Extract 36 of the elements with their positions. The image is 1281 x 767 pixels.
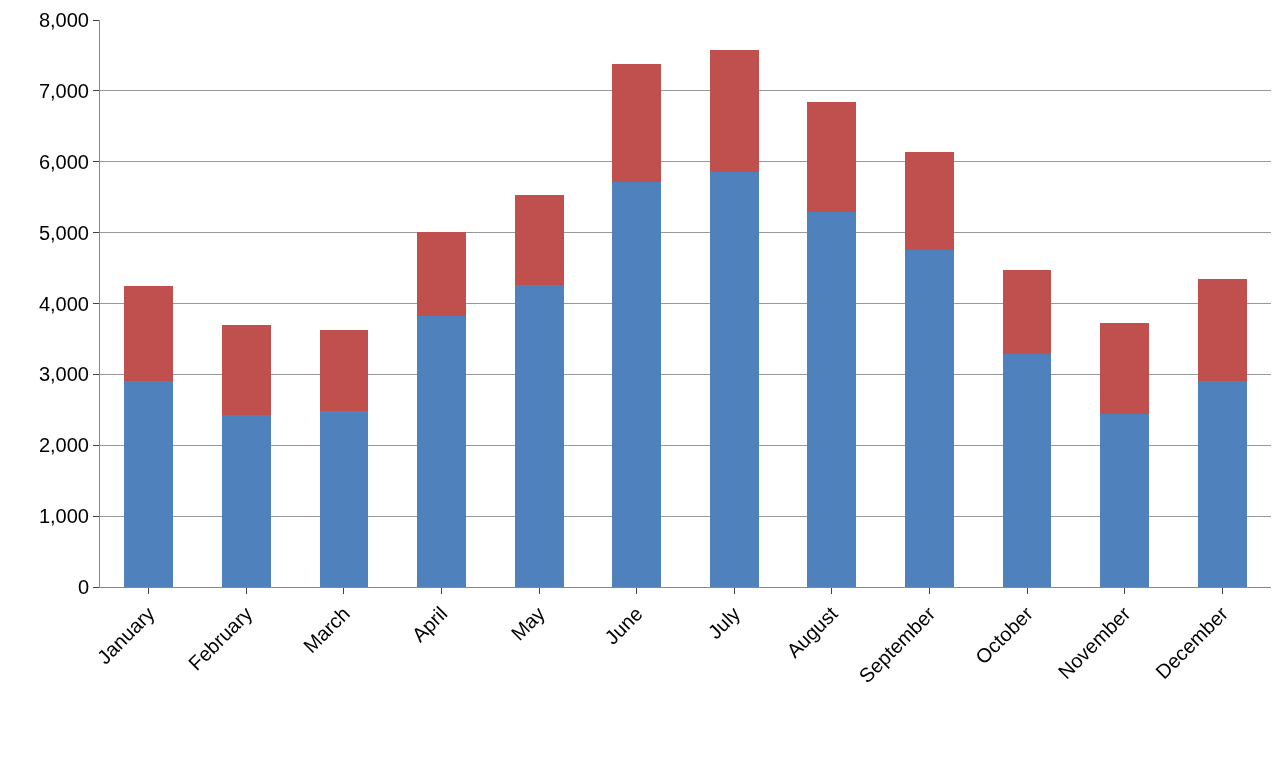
bar xyxy=(905,151,954,251)
y-tick-label: 1,000 xyxy=(38,505,89,528)
bar xyxy=(221,325,271,415)
y-tick-label: 6,000 xyxy=(38,150,89,173)
bar xyxy=(905,250,954,587)
bar xyxy=(807,102,857,213)
bar xyxy=(1002,270,1052,354)
y-tick-label: 4,000 xyxy=(38,292,89,315)
bar xyxy=(612,63,662,182)
bar xyxy=(709,171,759,587)
y-tick-label: 3,000 xyxy=(38,363,89,386)
bar xyxy=(319,411,369,587)
y-tick-label: 8,000 xyxy=(38,9,89,31)
bar xyxy=(417,231,466,317)
x-tick-label: June xyxy=(600,602,647,649)
x-tick-label: July xyxy=(703,602,745,644)
bar xyxy=(124,286,174,382)
bar xyxy=(807,212,857,587)
y-tick-label: 2,000 xyxy=(38,434,89,457)
bar xyxy=(612,181,662,587)
bar xyxy=(1100,414,1150,587)
bar xyxy=(319,329,369,412)
y-tick-label: 0 xyxy=(77,576,89,598)
bar xyxy=(514,285,564,587)
bar xyxy=(1002,353,1052,587)
bar xyxy=(1100,323,1150,415)
bar xyxy=(124,381,174,587)
x-tick-label: May xyxy=(506,602,550,645)
bar xyxy=(514,195,564,286)
bar xyxy=(709,49,759,172)
bar xyxy=(1197,380,1247,587)
bar xyxy=(417,316,466,587)
y-tick-label: 7,000 xyxy=(38,79,89,102)
bar xyxy=(1197,279,1247,381)
y-tick-label: 5,000 xyxy=(38,221,89,244)
bar xyxy=(221,414,271,587)
